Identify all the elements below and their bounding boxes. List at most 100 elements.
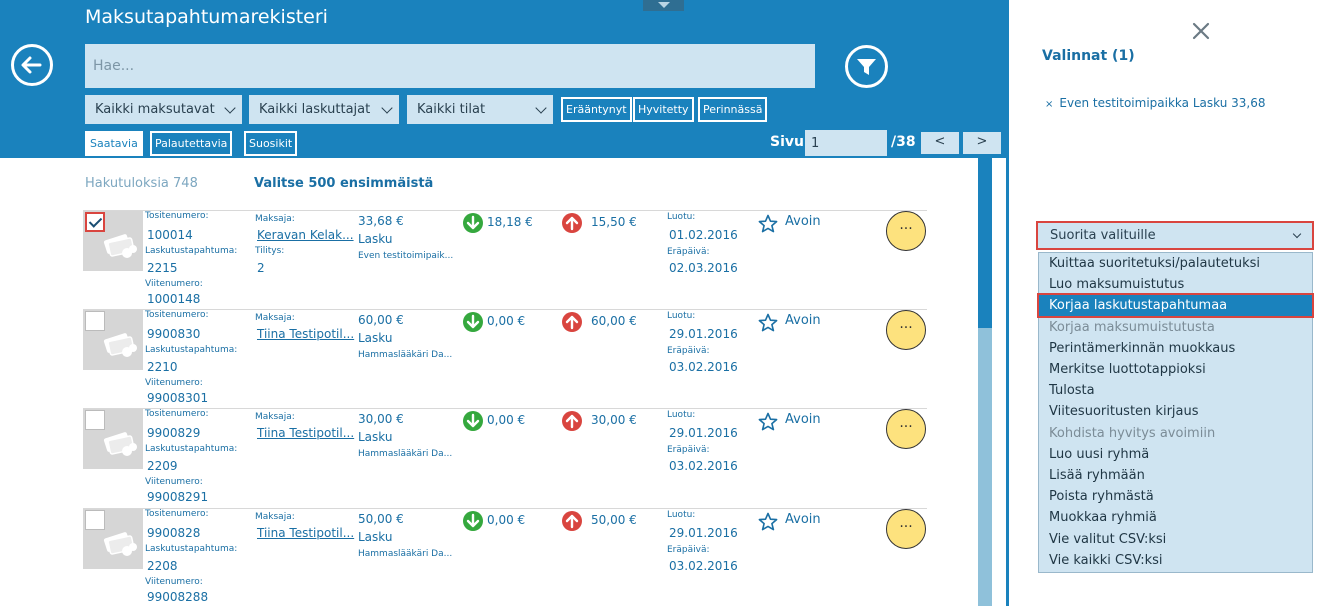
amount: 50,00 €: [358, 512, 404, 526]
action-item[interactable]: Merkitse luottotappioksi: [1049, 362, 1206, 377]
due-label: Eräpäivä:: [667, 247, 710, 257]
action-item[interactable]: Poista ryhmästä: [1049, 489, 1154, 505]
remove-icon[interactable]: ×: [1045, 99, 1054, 110]
due-date: 02.03.2016: [669, 261, 738, 275]
payer-link[interactable]: Tiina Testipotil...: [257, 426, 355, 440]
billing-event-number: 2215: [147, 261, 178, 275]
reference-label: Viitenumero:: [145, 577, 203, 587]
payer-label: Maksaja:: [255, 214, 295, 224]
billing-event-label: Laskutustapahtuma:: [145, 345, 238, 355]
payment-method-dropdown[interactable]: Kaikki maksutavat: [85, 95, 242, 124]
close-icon[interactable]: [1190, 20, 1212, 42]
tag-credited[interactable]: Hyvitetty: [633, 97, 694, 122]
open-amount: 15,50 €: [591, 215, 637, 229]
arrow-down-icon: [463, 312, 483, 332]
reference-number: 99008301: [147, 391, 209, 405]
table-row[interactable]: Tositenumero: 100014 Laskutustapahtuma: 221…: [83, 210, 927, 309]
payer-link[interactable]: Keravan Kelak...: [257, 228, 354, 242]
more-options-button[interactable]: ···: [886, 310, 926, 350]
tag-overdue[interactable]: Erääntynyt: [561, 97, 632, 122]
collapse-tab[interactable]: [643, 0, 684, 11]
header-bar: Maksutapahtumarekisteri Kaikki maksutava…: [0, 0, 1006, 158]
prev-page-button[interactable]: <: [921, 132, 959, 154]
row-checkbox[interactable]: [85, 212, 105, 232]
action-item[interactable]: Korjaa laskutustapahtumaa: [1037, 293, 1314, 319]
star-icon[interactable]: [758, 412, 778, 432]
payer-link[interactable]: Tiina Testipotil...: [257, 526, 355, 540]
action-item[interactable]: Lisää ryhmään: [1049, 468, 1145, 483]
tag-collection[interactable]: Perinnässä: [698, 97, 768, 122]
arrow-up-icon: [562, 411, 582, 431]
reference-label: Viitenumero:: [145, 378, 203, 388]
row-checkbox[interactable]: [85, 311, 105, 331]
table-row[interactable]: Tositenumero: 9900829 Laskutustapahtuma: 22…: [83, 408, 927, 507]
status-text: Avoin: [785, 214, 821, 229]
created-label: Luotu:: [667, 212, 696, 222]
star-icon[interactable]: [758, 313, 778, 333]
payment-thumbnail: [83, 310, 143, 370]
invoice-type: Lasku: [358, 331, 393, 345]
tab-refundables[interactable]: Palautettavia: [150, 131, 233, 156]
page-number-input[interactable]: [805, 130, 887, 156]
page-title: Maksutapahtumarekisteri: [85, 6, 328, 28]
table-row[interactable]: Tositenumero: 9900828 Laskutustapahtuma: 22…: [83, 508, 927, 606]
select-first-500-link[interactable]: Valitse 500 ensimmäistä: [254, 176, 434, 191]
scrollbar-thumb[interactable]: [978, 158, 992, 328]
reference-number: 99008288: [147, 590, 209, 604]
action-item[interactable]: Luo maksumuistutus: [1049, 277, 1185, 293]
due-date: 03.02.2016: [669, 459, 738, 473]
billing-event-label: Laskutustapahtuma:: [145, 544, 238, 554]
star-icon[interactable]: [758, 214, 778, 234]
selected-item[interactable]: × Even testitoimipaikka Lasku 33,68: [1045, 96, 1265, 110]
action-item[interactable]: Kuittaa suoritetuksi/palautetuksi: [1049, 256, 1261, 271]
created-label: Luotu:: [667, 510, 696, 520]
row-checkbox[interactable]: [85, 510, 105, 530]
biller-dropdown[interactable]: Kaikki laskuttajat: [249, 95, 399, 124]
voucher-label: Tositenumero:: [145, 211, 209, 221]
arrow-down-icon: [463, 213, 483, 233]
table-row[interactable]: Tositenumero: 9900830 Laskutustapahtuma: 22…: [83, 309, 927, 408]
action-item[interactable]: Luo uusi ryhmä: [1049, 446, 1150, 462]
more-options-button[interactable]: ···: [886, 211, 926, 251]
more-options-button[interactable]: ···: [886, 409, 926, 449]
panel-divider: [1006, 0, 1009, 606]
action-item[interactable]: Vie valitut CSV:ksi: [1049, 531, 1167, 547]
search-input[interactable]: [85, 44, 815, 88]
due-date: 03.02.2016: [669, 559, 738, 573]
next-page-button[interactable]: >: [963, 132, 1001, 154]
voucher-number: 9900828: [147, 526, 201, 540]
action-item[interactable]: Viitesuoritusten kirjaus: [1049, 404, 1199, 420]
more-options-button[interactable]: ···: [886, 509, 926, 549]
action-item[interactable]: Tulosta: [1049, 383, 1095, 399]
paid-amount: 0,00 €: [487, 513, 526, 527]
status-dropdown[interactable]: Kaikki tilat: [407, 95, 553, 124]
dropdown-label: Kaikki tilat: [417, 102, 486, 117]
back-button[interactable]: [11, 44, 53, 86]
action-item[interactable]: Muokkaa ryhmiä: [1049, 510, 1157, 526]
action-item[interactable]: Vie kaikki CSV:ksi: [1049, 552, 1163, 568]
tab-favourites[interactable]: Suosikit: [244, 131, 298, 156]
payer-label: Maksaja:: [255, 512, 295, 522]
action-select[interactable]: Suorita valituille: [1036, 221, 1314, 250]
voucher-label: Tositenumero:: [145, 509, 209, 519]
settlement-value: 2: [257, 261, 265, 275]
status-text: Avoin: [785, 313, 821, 328]
arrow-down-icon: [463, 411, 483, 431]
merchant: Hammaslääkäri Da...: [358, 350, 453, 360]
due-label: Eräpäivä:: [667, 445, 710, 455]
dropdown-label: Kaikki maksutavat: [95, 102, 215, 117]
payer-link[interactable]: Tiina Testipotil...: [257, 327, 355, 341]
money-icon: [103, 532, 137, 556]
arrow-up-icon: [562, 312, 582, 332]
open-amount: 60,00 €: [591, 314, 637, 328]
voucher-number: 9900830: [147, 327, 201, 341]
star-icon[interactable]: [758, 512, 778, 532]
tab-receivables[interactable]: Saatavia: [85, 131, 143, 156]
row-checkbox[interactable]: [85, 410, 105, 430]
action-item[interactable]: Perintämerkinnän muokkaus: [1049, 340, 1236, 356]
action-menu: Kuittaa suoritetuksi/palautetuksi Luo mak…: [1037, 252, 1314, 573]
open-amount: 50,00 €: [591, 513, 637, 527]
open-amount: 30,00 €: [591, 413, 637, 427]
filter-button[interactable]: [845, 45, 888, 88]
selections-title: Valinnat (1): [1042, 48, 1135, 64]
